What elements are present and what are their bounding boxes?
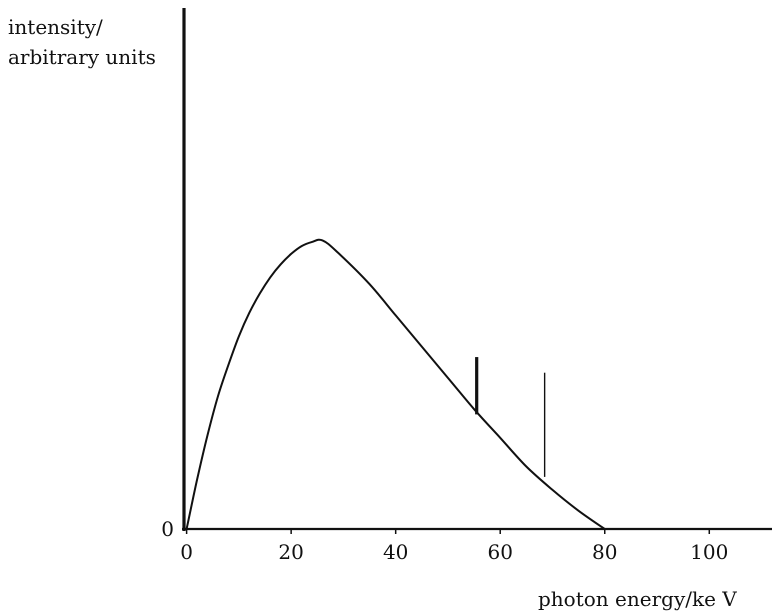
x-tick-label: 100 bbox=[690, 540, 728, 564]
y-tick-label: 0 bbox=[161, 517, 174, 541]
spectrum-curve bbox=[185, 238, 606, 530]
x-tick-label: 60 bbox=[487, 540, 512, 564]
y-axis-label-line-2: arbitrary units bbox=[8, 45, 156, 69]
x-tick-label: 40 bbox=[383, 540, 408, 564]
y-axis-label-line-1: intensity/ bbox=[8, 15, 103, 39]
x-axis-label: photon energy/ke V bbox=[538, 587, 737, 611]
x-tick-label: 0 bbox=[180, 540, 193, 564]
x-tick-label: 20 bbox=[278, 540, 303, 564]
x-tick-label: 80 bbox=[592, 540, 617, 564]
